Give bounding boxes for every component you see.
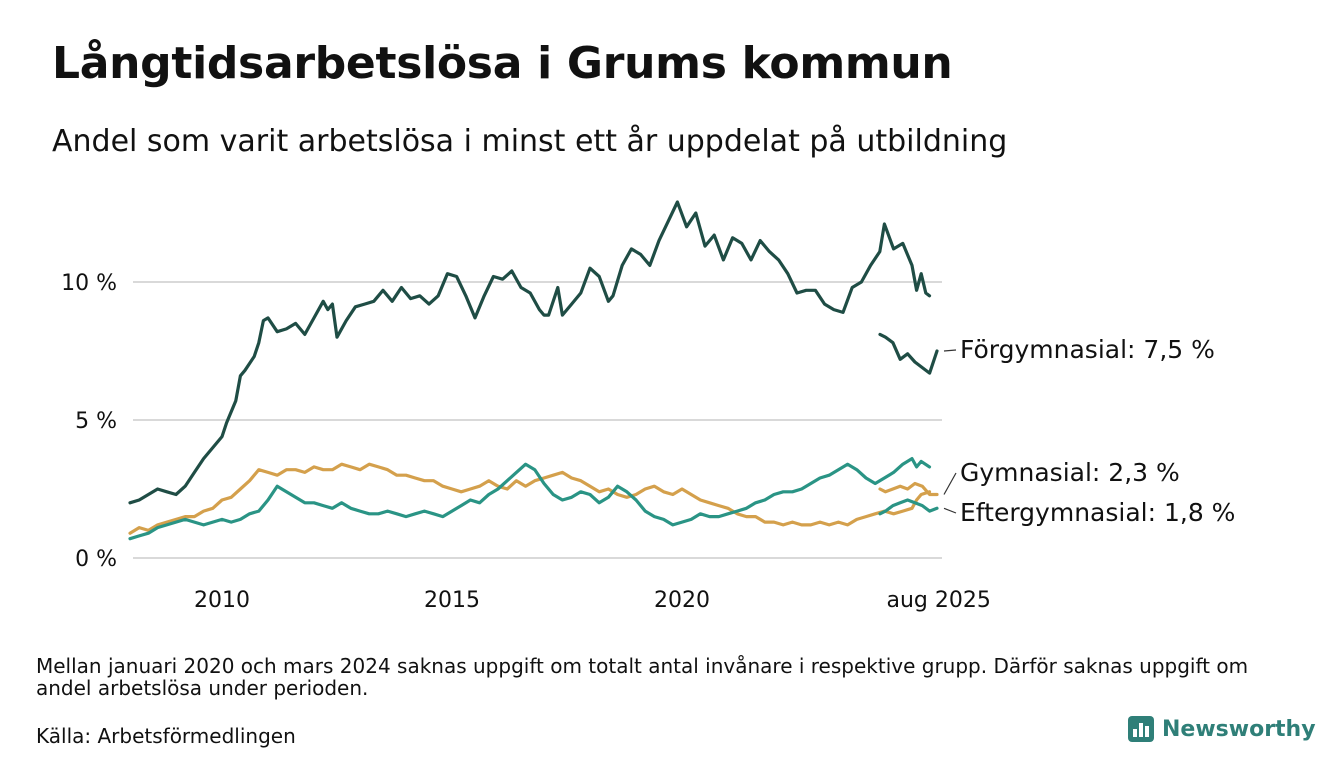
y-tick-label: 10 %: [61, 271, 117, 296]
chart-title: Långtidsarbetslösa i Grums kommun: [52, 38, 953, 89]
x-axis-ticks: 2010 2015 2020 aug 2025: [194, 588, 991, 613]
x-tick-label: 2020: [654, 588, 710, 613]
series-end-labels: Förgymnasial: 7,5 % Gymnasial: 2,3 % Efter…: [943, 335, 1235, 527]
label-connector: [943, 349, 957, 352]
y-axis-ticks: 0 % 5 % 10 %: [61, 271, 117, 572]
source-note: Källa: Arbetsförmedlingen: [36, 724, 296, 748]
brand-logo: Newsworthy: [1128, 716, 1316, 742]
grid-lines: [133, 281, 942, 559]
series-line-gymnasial-0: [128, 462, 932, 535]
series-line-eftergymnasial-0: [128, 457, 932, 541]
series-end-label: Gymnasial: 2,3 %: [960, 458, 1180, 487]
y-tick-label: 5 %: [75, 409, 117, 434]
label-connector: [943, 507, 957, 514]
label-connector: [943, 472, 957, 495]
series-end-label: Förgymnasial: 7,5 %: [960, 335, 1215, 364]
y-tick-label: 0 %: [75, 547, 117, 572]
series-line-förgymnasial-0: [128, 200, 932, 505]
series-line-eftergymnasial-1: [878, 498, 939, 516]
series-line-gymnasial-1: [878, 481, 939, 497]
bar-chart-icon: [1128, 716, 1154, 742]
brand-name: Newsworthy: [1162, 716, 1316, 742]
series-end-label: Eftergymnasial: 1,8 %: [960, 498, 1235, 527]
footnote: Mellan januari 2020 och mars 2024 saknas…: [36, 654, 1249, 700]
series-line-förgymnasial-1: [878, 332, 939, 375]
x-tick-label: 2015: [424, 588, 480, 613]
series-lines: [128, 200, 939, 541]
x-tick-label: 2010: [194, 588, 250, 613]
x-tick-label: aug 2025: [886, 588, 990, 613]
line-chart: 0 % 5 % 10 % 2010 2015 2020 aug 2025 Förgymna…: [61, 200, 1235, 613]
chart-subtitle: Andel som varit arbetslösa i minst ett å…: [52, 124, 1008, 159]
